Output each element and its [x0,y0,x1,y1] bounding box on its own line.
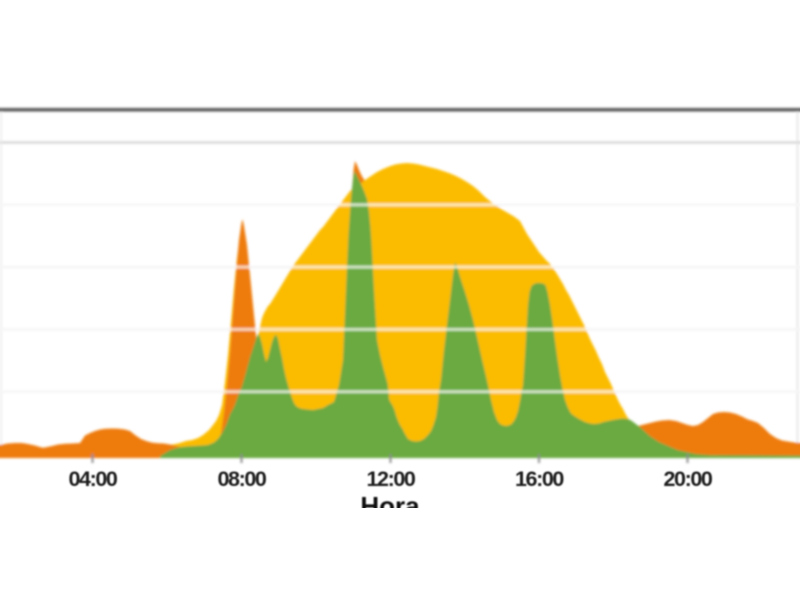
svg-text:08:00: 08:00 [218,467,267,491]
svg-text:12:00: 12:00 [367,467,416,491]
svg-text:16:00: 16:00 [515,467,564,491]
svg-text:04:00: 04:00 [69,467,118,491]
svg-text:20:00: 20:00 [664,467,713,491]
